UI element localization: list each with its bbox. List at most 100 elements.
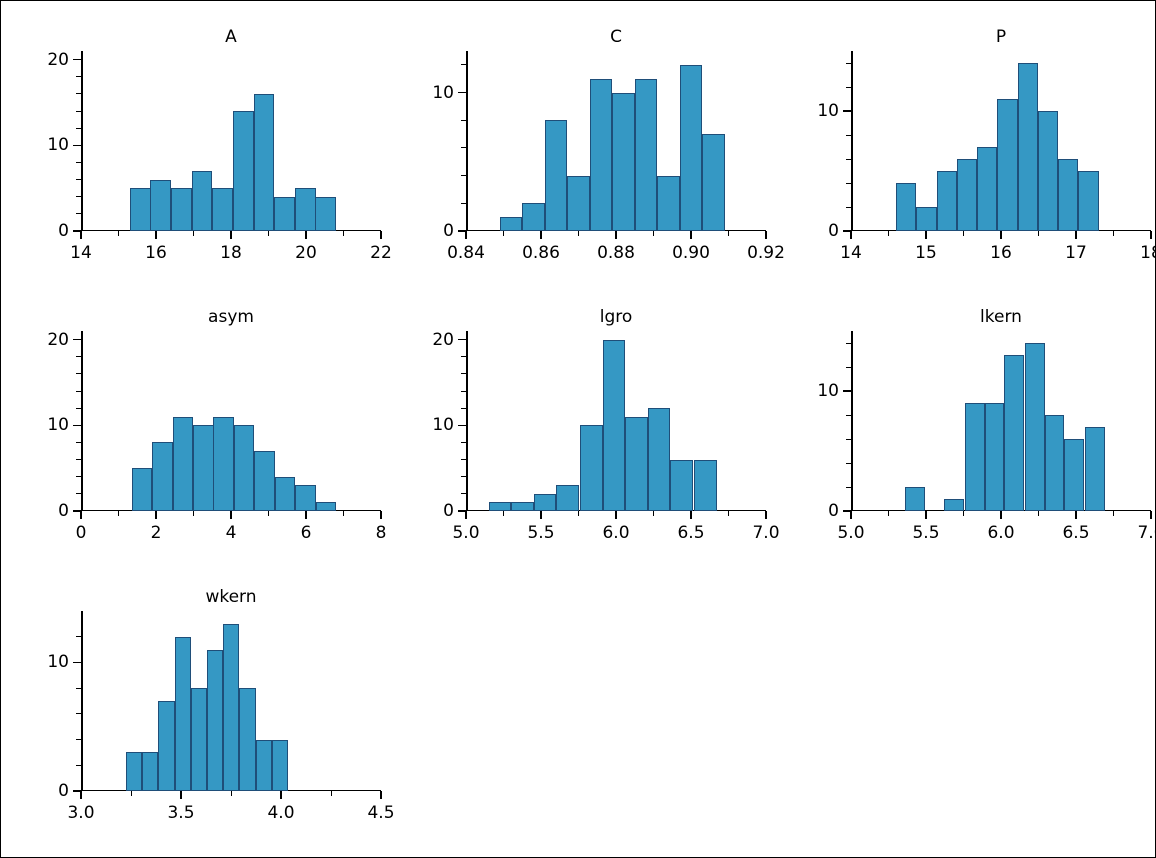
xtick-label: 20 — [295, 243, 317, 263]
ytick-minor — [76, 493, 81, 494]
histogram-bar — [567, 176, 590, 231]
xtick-label: 5.0 — [452, 523, 479, 543]
histogram-bar — [590, 79, 613, 231]
ytick-minor — [461, 203, 466, 204]
ytick-minor — [461, 442, 466, 443]
ytick-minor — [846, 463, 851, 464]
histogram-bar — [158, 701, 174, 791]
histogram-bar — [192, 171, 213, 231]
ytick-minor — [76, 408, 81, 409]
subplot-title: lkern — [851, 307, 1151, 327]
xtick — [765, 231, 766, 239]
subplot-title: A — [81, 27, 381, 47]
ytick-minor — [76, 128, 81, 129]
ytick — [73, 339, 81, 340]
histogram-bar — [234, 425, 254, 511]
y-axis — [466, 331, 468, 511]
ytick-label: 0 — [443, 501, 454, 521]
ytick — [458, 92, 466, 93]
histogram-bar — [132, 468, 152, 511]
ytick-label: 10 — [432, 415, 454, 435]
xtick — [925, 511, 926, 519]
xtick — [155, 231, 156, 239]
xtick-minor — [231, 791, 232, 796]
histogram-bar — [977, 147, 997, 231]
histogram-bar — [670, 460, 693, 511]
xtick — [155, 511, 156, 519]
xtick-minor — [503, 511, 504, 516]
histogram-bar — [580, 425, 603, 511]
xtick-label: 14 — [70, 243, 92, 263]
y-axis — [851, 331, 853, 511]
histogram-bar — [1025, 343, 1045, 511]
ytick-minor — [461, 120, 466, 121]
xtick-label: 5.5 — [527, 523, 554, 543]
ytick-label: 0 — [828, 501, 839, 521]
histogram-bar — [511, 502, 534, 511]
y-axis — [81, 331, 83, 511]
ytick-minor — [76, 196, 81, 197]
ytick — [73, 662, 81, 663]
histogram-bar — [126, 752, 142, 791]
histogram-bar — [702, 134, 725, 231]
histogram-bar — [896, 183, 916, 231]
ytick-minor — [461, 391, 466, 392]
xtick-minor — [963, 511, 964, 516]
xtick — [925, 231, 926, 239]
ytick-minor — [76, 688, 81, 689]
subplot-title: wkern — [81, 587, 381, 607]
xtick-label: 4 — [226, 523, 237, 543]
xtick-label: 3.0 — [67, 803, 94, 823]
xtick-label: 18 — [1140, 243, 1156, 263]
histogram-bar — [1038, 111, 1058, 231]
xtick-label: 6.5 — [677, 523, 704, 543]
xtick — [850, 511, 851, 519]
xtick-minor — [1038, 511, 1039, 516]
xtick-minor — [1038, 231, 1039, 236]
xtick — [850, 231, 851, 239]
ytick-minor — [461, 373, 466, 374]
histogram-bar — [489, 502, 512, 511]
ytick — [458, 339, 466, 340]
ytick-minor — [846, 367, 851, 368]
histogram-bar — [625, 417, 648, 511]
histogram-bar — [1018, 63, 1038, 231]
histogram-bar — [500, 217, 523, 231]
xtick — [80, 511, 81, 519]
xtick — [1000, 231, 1001, 239]
xtick-minor — [131, 791, 132, 796]
ytick — [843, 110, 851, 111]
ytick — [843, 390, 851, 391]
xtick — [1075, 511, 1076, 519]
ytick-minor — [76, 713, 81, 714]
ytick-label: 20 — [47, 330, 69, 350]
histogram-bar — [997, 99, 1017, 231]
histogram-bar — [965, 403, 985, 511]
ytick-label: 0 — [828, 221, 839, 241]
xtick-minor — [888, 511, 889, 516]
histogram-bar — [612, 93, 635, 231]
ytick-minor — [461, 476, 466, 477]
xtick — [615, 231, 616, 239]
ytick-minor — [76, 111, 81, 112]
xtick-label: 6.0 — [602, 523, 629, 543]
ytick-label: 10 — [817, 381, 839, 401]
ytick-minor — [846, 159, 851, 160]
histogram-bar — [130, 188, 151, 231]
y-axis — [466, 51, 468, 231]
xtick-label: 0.88 — [597, 243, 635, 263]
xtick-label: 0.86 — [522, 243, 560, 263]
histogram-bar — [193, 425, 213, 511]
ytick-minor — [76, 76, 81, 77]
ytick-minor — [76, 459, 81, 460]
histogram-bar — [173, 417, 193, 511]
xtick-label: 7.0 — [1137, 523, 1156, 543]
histogram-bar — [315, 197, 336, 231]
histogram-bar — [295, 485, 315, 511]
ytick-minor — [846, 415, 851, 416]
figure: A010201416182022C0100.840.860.880.900.92… — [0, 0, 1156, 858]
ytick-label: 0 — [58, 781, 69, 801]
xtick — [80, 791, 81, 799]
xtick-label: 18 — [220, 243, 242, 263]
xtick-label: 6.5 — [1062, 523, 1089, 543]
